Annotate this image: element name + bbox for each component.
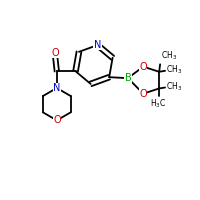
Text: N: N: [53, 83, 61, 93]
Text: CH$_3$: CH$_3$: [166, 81, 182, 93]
Text: B: B: [125, 73, 131, 83]
Text: CH$_3$: CH$_3$: [161, 50, 177, 62]
Text: O: O: [139, 89, 147, 99]
Text: N: N: [53, 83, 61, 93]
Text: O: O: [139, 62, 147, 72]
Text: O: O: [53, 115, 61, 125]
Text: O: O: [51, 48, 59, 58]
Text: H$_3$C: H$_3$C: [150, 98, 166, 110]
Text: CH$_3$: CH$_3$: [166, 64, 182, 76]
Text: N: N: [94, 40, 101, 50]
